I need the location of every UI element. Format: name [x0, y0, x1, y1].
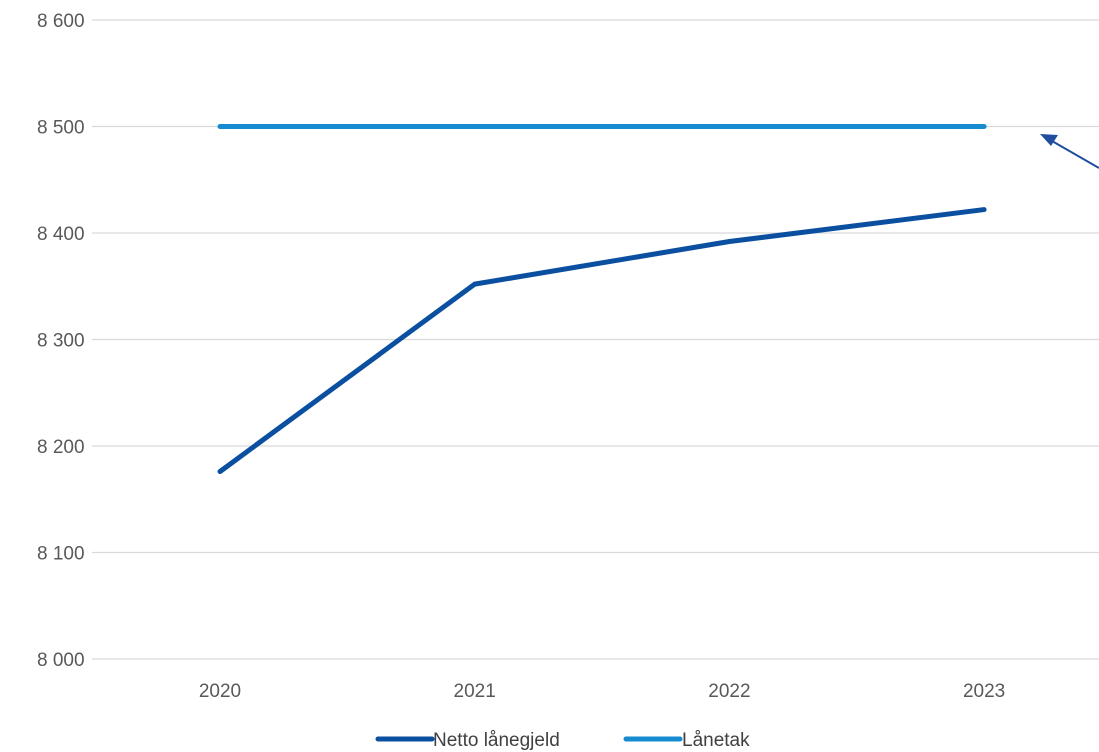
x-tick-label: 2021: [454, 681, 496, 702]
x-axis-tick-labels: 2020 2021 2022 2023: [199, 681, 1005, 702]
y-tick-label: 8 600: [37, 11, 85, 32]
annotation-arrow: [1040, 134, 1099, 169]
x-tick-label: 2023: [963, 681, 1005, 702]
x-tick-label: 2020: [199, 681, 241, 702]
x-tick-label: 2022: [708, 681, 750, 702]
y-axis-tick-labels: 8 000 8 100 8 200 8 300 8 400 8 500 8 600: [37, 11, 85, 671]
y-tick-label: 8 400: [37, 224, 85, 245]
series-lines: [217, 124, 987, 475]
y-tick-label: 8 000: [37, 650, 85, 671]
annotation-arrow-head: [1040, 134, 1058, 146]
annotation-arrow-shaft: [1051, 140, 1099, 169]
legend-label-0: Netto lånegjeld: [433, 730, 560, 751]
legend-label-1: Lånetak: [682, 730, 750, 751]
y-tick-label: 8 200: [37, 437, 85, 458]
series-line-0: [217, 207, 987, 475]
y-tick-label: 8 100: [37, 544, 85, 565]
y-tick-label: 8 300: [37, 331, 85, 352]
gridlines: [92, 19, 1099, 660]
y-tick-label: 8 500: [37, 118, 85, 139]
legend: Netto lånegjeld Lånetak: [375, 730, 750, 751]
